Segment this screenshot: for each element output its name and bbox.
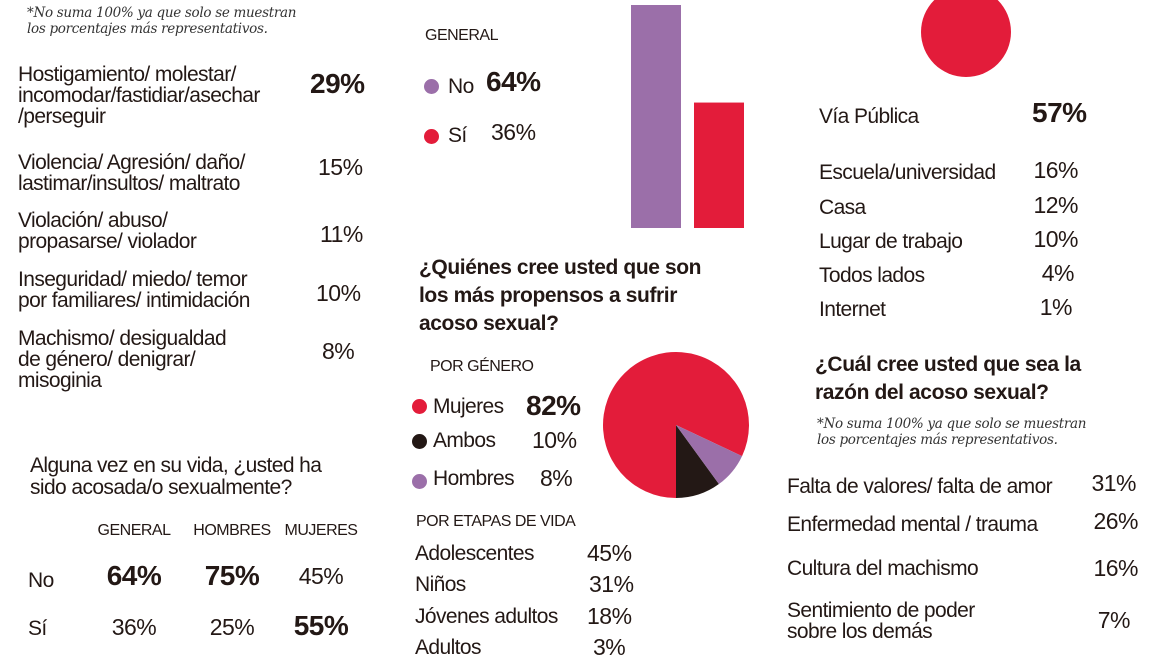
life-label-item: Niños <box>415 573 466 596</box>
bar-no <box>631 5 681 228</box>
bar-chart <box>631 5 744 228</box>
reason-label: Cultura del machismo <box>787 557 979 580</box>
row-label: Sí <box>28 617 47 640</box>
legend-label: Sí <box>448 124 467 147</box>
place-label: Internet <box>819 298 886 321</box>
reason-value: 7% <box>1097 607 1131 633</box>
cell: 36% <box>111 614 157 640</box>
bar-sí <box>694 102 744 228</box>
item-label: Machismo/ desigualdad de género/ denigrar… <box>18 327 227 392</box>
item-value: 8% <box>322 338 355 364</box>
reason-label: Enfermedad mental / trauma <box>787 513 1038 536</box>
reason-value: 31% <box>1091 470 1136 496</box>
place-label: Vía Pública <box>819 105 919 128</box>
legend-label: Mujeres <box>433 395 504 418</box>
legend-dot-mujeres <box>412 399 427 414</box>
place-label: Escuela/universidad <box>819 161 996 184</box>
life-label: POR ETAPAS DE VIDA <box>416 513 576 530</box>
place-value: 16% <box>1033 157 1078 183</box>
item-label: Violencia/ Agresión/ daño/lastimar/insul… <box>18 151 245 195</box>
via-publica-circle <box>921 0 1011 77</box>
question-acoso: Alguna vez en su vida, ¿usted ha sido aco… <box>30 454 322 499</box>
item-value: 10% <box>316 280 361 306</box>
cell: 64% <box>106 560 162 591</box>
legend-dot-si <box>424 129 439 144</box>
footnote: *No suma 100% ya que solo se muestran los… <box>27 5 296 37</box>
gender-label: POR GÉNERO <box>430 358 534 375</box>
item-value: 15% <box>318 154 363 180</box>
reason-value: 26% <box>1093 508 1138 534</box>
item-value: 29% <box>310 68 365 99</box>
footnote-line: *No suma 100% ya que solo se muestran <box>27 5 297 21</box>
place-value: 10% <box>1033 226 1078 252</box>
reason-label: Falta de valores/ falta de amor <box>787 475 1053 498</box>
legend-label: Hombres <box>433 467 515 490</box>
general-label: GENERAL <box>425 27 498 44</box>
life-label-item: Adolescentes <box>415 542 534 565</box>
legend-value: 64% <box>486 66 541 97</box>
col-header: HOMBRES <box>193 522 271 539</box>
item-label: Inseguridad/ miedo/ temor por familiares/… <box>18 268 250 312</box>
place-value: 4% <box>1041 260 1075 286</box>
reason-label: Sentimiento de poder sobre los demás <box>787 599 975 643</box>
legend-dot-no <box>424 79 439 94</box>
question-propensos: ¿Quiénes cree usted que son los más prope… <box>419 256 702 335</box>
life-value: 45% <box>587 540 632 566</box>
cell: 55% <box>293 610 349 641</box>
item-label: Hostigamiento/ molestar/incomodar/fastid… <box>18 63 260 128</box>
place-value: 1% <box>1039 294 1073 320</box>
legend-value: 10% <box>532 427 577 453</box>
place-label: Todos lados <box>819 264 925 287</box>
cell: 45% <box>298 563 344 589</box>
cell: 75% <box>204 560 260 591</box>
pie-slice-ambos <box>676 425 719 498</box>
item-value: 11% <box>320 221 363 247</box>
row-label: No <box>28 569 54 592</box>
question-razon: ¿Cuál cree usted que sea la razón del aco… <box>815 353 1081 404</box>
place-value: 57% <box>1032 97 1087 128</box>
col-header: GENERAL <box>97 522 171 539</box>
legend-value: 82% <box>526 390 581 421</box>
legend-value: 36% <box>491 119 536 145</box>
footnote-line: los porcentajes más representativos. <box>27 21 268 37</box>
place-label: Lugar de trabajo <box>819 230 963 253</box>
item-label: Violación/ abuso/propasarse/ violador <box>18 209 197 253</box>
reason-value: 16% <box>1093 555 1138 581</box>
legend-value: 8% <box>540 465 573 491</box>
legend-dot-hombres <box>412 474 427 489</box>
pie-chart <box>603 352 749 498</box>
legend-label: Ambos <box>433 429 496 452</box>
place-value: 12% <box>1033 192 1078 218</box>
life-value: 31% <box>589 571 634 597</box>
life-label-item: Jóvenes adultos <box>415 605 558 628</box>
footnote: *No suma 100% ya que solo se muestran los… <box>817 416 1087 448</box>
legend-label: No <box>448 75 474 98</box>
col-header: MUJERES <box>284 522 358 539</box>
place-label: Casa <box>819 196 866 219</box>
cell: 25% <box>209 614 255 640</box>
pie-slice-hombres <box>676 425 743 485</box>
legend-dot-ambos <box>412 434 427 449</box>
life-value: 18% <box>587 603 632 629</box>
